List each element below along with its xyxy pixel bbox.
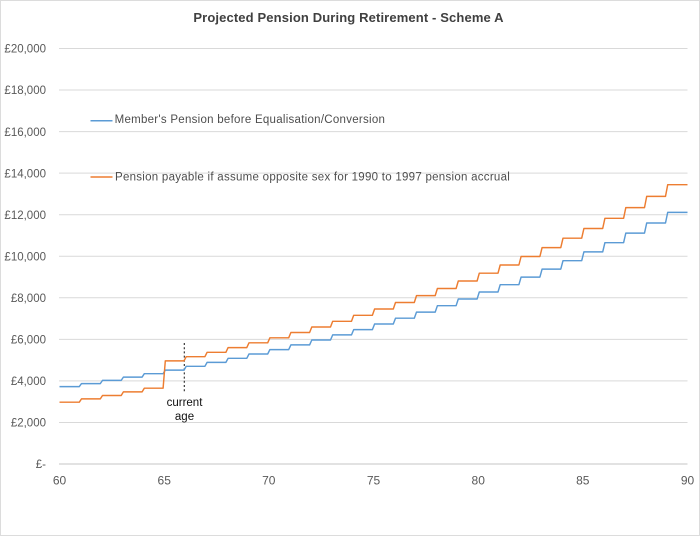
svg-text:£12,000: £12,000 [4,210,46,222]
svg-text:£18,000: £18,000 [4,85,46,97]
svg-text:£6,000: £6,000 [11,335,46,347]
svg-text:75: 75 [367,473,381,487]
svg-text:£10,000: £10,000 [4,251,46,263]
svg-text:age: age [175,411,194,423]
svg-text:£20,000: £20,000 [4,44,46,56]
svg-text:£14,000: £14,000 [4,168,46,180]
svg-text:£-: £- [36,459,46,471]
svg-text:£4,000: £4,000 [11,376,46,388]
svg-text:60: 60 [53,473,67,487]
svg-text:£2,000: £2,000 [11,418,46,430]
svg-text:current: current [167,397,204,409]
svg-text:70: 70 [262,473,276,487]
svg-text:Member's Pension before Equali: Member's Pension before Equalisation/Con… [115,114,386,126]
svg-text:90: 90 [681,473,695,487]
svg-text:Projected Pension During Retir: Projected Pension During Retirement - Sc… [193,10,504,25]
svg-text:65: 65 [158,473,172,487]
svg-text:Pension payable if assume oppo: Pension payable if assume opposite sex f… [115,172,510,184]
svg-text:80: 80 [472,473,486,487]
svg-text:£16,000: £16,000 [4,127,46,139]
svg-text:85: 85 [576,473,590,487]
svg-text:£8,000: £8,000 [11,293,46,305]
